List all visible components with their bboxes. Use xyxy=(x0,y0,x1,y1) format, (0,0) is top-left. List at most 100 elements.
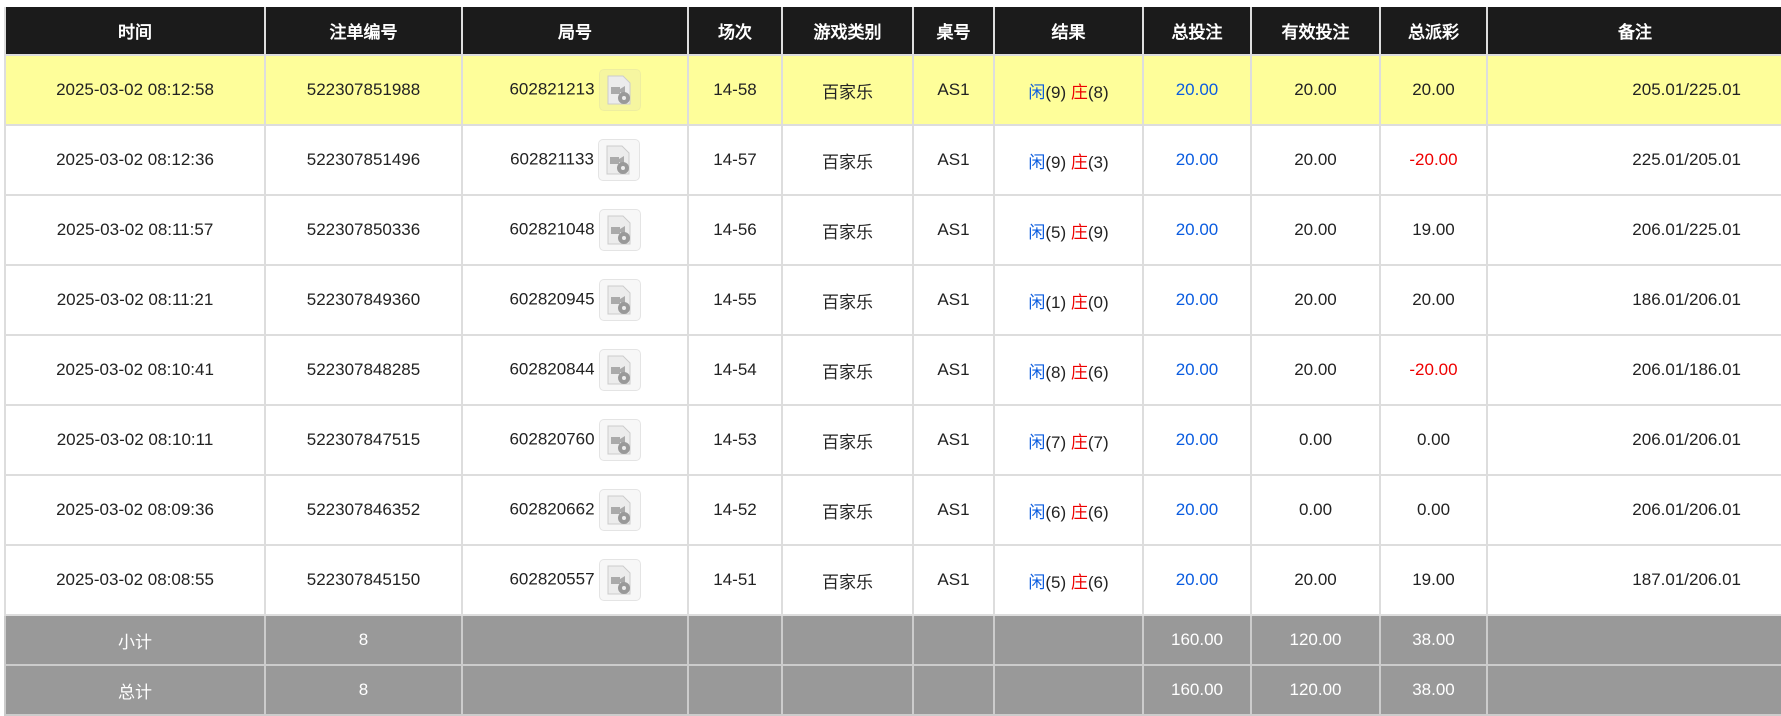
table-row[interactable]: 2025-03-02 08:09:36 522307846352 6028206… xyxy=(4,474,1781,546)
cell-payout: 0.00 xyxy=(1379,474,1488,546)
cell-session: 14-51 xyxy=(687,544,783,616)
table-row[interactable]: 2025-03-02 08:11:21 522307849360 6028209… xyxy=(4,264,1781,336)
video-replay-icon[interactable] xyxy=(597,139,640,181)
cell-time: 2025-03-02 08:12:58 xyxy=(4,54,266,126)
grandtotal-total-bet: 160.00 xyxy=(1142,664,1252,716)
cell-table-no: AS1 xyxy=(912,474,995,546)
video-replay-icon[interactable] xyxy=(598,69,641,111)
cell-total-bet: 20.00 xyxy=(1142,544,1252,616)
player-score: (6) xyxy=(1045,502,1067,522)
video-replay-icon[interactable] xyxy=(598,279,641,321)
cell-payout: -20.00 xyxy=(1379,124,1488,196)
cell-session: 14-53 xyxy=(687,404,783,476)
cell-session: 14-55 xyxy=(687,264,783,336)
player-score: (5) xyxy=(1045,572,1067,592)
cell-bet-id: 522307851988 xyxy=(264,54,463,126)
banker-score: (0) xyxy=(1087,292,1109,312)
cell-time: 2025-03-02 08:08:55 xyxy=(4,544,266,616)
header-valid-bet: 有效投注 xyxy=(1250,7,1380,55)
video-replay-icon[interactable] xyxy=(598,419,641,461)
cell-game-type: 百家乐 xyxy=(781,124,914,196)
cell-valid-bet: 20.00 xyxy=(1250,264,1381,336)
cell-valid-bet: 0.00 xyxy=(1250,404,1381,476)
cell-result: 闲(5) 庄(6) xyxy=(993,544,1144,616)
cell-remark: 205.01/225.01 xyxy=(1486,54,1781,126)
banker-label: 庄 xyxy=(1070,432,1088,452)
cell-result: 闲(7) 庄(7) xyxy=(993,404,1144,476)
cell-payout: 19.00 xyxy=(1379,544,1488,616)
cell-payout: 20.00 xyxy=(1379,54,1488,126)
cell-game-type: 百家乐 xyxy=(781,544,914,616)
cell-time: 2025-03-02 08:10:11 xyxy=(4,404,266,476)
cell-round: 602820945 xyxy=(461,264,689,336)
banker-score: (3) xyxy=(1087,152,1109,172)
table-row[interactable]: 2025-03-02 08:10:41 522307848285 6028208… xyxy=(4,334,1781,406)
player-score: (9) xyxy=(1045,82,1067,102)
table-row[interactable]: 2025-03-02 08:08:55 522307845150 6028205… xyxy=(4,544,1781,616)
banker-label: 庄 xyxy=(1070,572,1088,592)
cell-table-no: AS1 xyxy=(912,194,995,266)
cell-payout: 0.00 xyxy=(1379,404,1488,476)
grandtotal-payout: 38.00 xyxy=(1379,664,1488,716)
banker-label: 庄 xyxy=(1070,152,1088,172)
cell-payout: -20.00 xyxy=(1379,334,1488,406)
table-row[interactable]: 2025-03-02 08:10:11 522307847515 6028207… xyxy=(4,404,1781,476)
video-replay-icon[interactable] xyxy=(598,489,641,531)
player-score: (9) xyxy=(1045,152,1067,172)
subtotal-valid-bet: 120.00 xyxy=(1250,614,1381,666)
cell-valid-bet: 20.00 xyxy=(1250,194,1381,266)
cell-round: 602821213 xyxy=(461,54,689,126)
table-header: 时间 注单编号 局号 场次 游戏类别 桌号 结果 总投注 有效投注 总派彩 备注 xyxy=(4,7,1781,55)
cell-valid-bet: 20.00 xyxy=(1250,124,1381,196)
cell-time: 2025-03-02 08:09:36 xyxy=(4,474,266,546)
cell-valid-bet: 20.00 xyxy=(1250,334,1381,406)
cell-total-bet: 20.00 xyxy=(1142,54,1252,126)
cell-total-bet: 20.00 xyxy=(1142,264,1252,336)
player-score: (1) xyxy=(1045,292,1067,312)
round-number: 602820557 xyxy=(509,569,595,589)
player-label: 闲 xyxy=(1028,502,1046,522)
header-total-bet: 总投注 xyxy=(1142,7,1251,55)
banker-label: 庄 xyxy=(1070,362,1088,382)
cell-total-bet: 20.00 xyxy=(1142,194,1252,266)
banker-label: 庄 xyxy=(1070,82,1088,102)
cell-time: 2025-03-02 08:11:57 xyxy=(4,194,266,266)
banker-score: (7) xyxy=(1087,432,1109,452)
cell-round: 602820662 xyxy=(461,474,689,546)
round-number: 602821048 xyxy=(509,219,595,239)
subtotal-row: 小计 8 160.00 120.00 38.00 xyxy=(4,614,1781,666)
round-number: 602821213 xyxy=(509,79,595,99)
video-replay-icon[interactable] xyxy=(598,559,641,601)
video-replay-icon[interactable] xyxy=(598,349,641,391)
grandtotal-label: 总计 xyxy=(4,664,266,716)
banker-score: (6) xyxy=(1087,362,1109,382)
cell-payout: 19.00 xyxy=(1379,194,1488,266)
cell-game-type: 百家乐 xyxy=(781,54,914,126)
cell-result: 闲(9) 庄(3) xyxy=(993,124,1144,196)
cell-total-bet: 20.00 xyxy=(1142,124,1252,196)
table-row[interactable]: 2025-03-02 08:12:36 522307851496 6028211… xyxy=(4,124,1781,196)
cell-total-bet: 20.00 xyxy=(1142,334,1252,406)
cell-round: 602820844 xyxy=(461,334,689,406)
subtotal-total-bet: 160.00 xyxy=(1142,614,1252,666)
round-number: 602820760 xyxy=(509,429,595,449)
table-row[interactable]: 2025-03-02 08:12:58 522307851988 6028212… xyxy=(4,54,1781,126)
cell-bet-id: 522307848285 xyxy=(264,334,463,406)
round-number: 602820945 xyxy=(509,289,595,309)
video-replay-icon[interactable] xyxy=(598,209,641,251)
cell-result: 闲(5) 庄(9) xyxy=(993,194,1144,266)
cell-bet-id: 522307846352 xyxy=(264,474,463,546)
cell-game-type: 百家乐 xyxy=(781,404,914,476)
cell-result: 闲(1) 庄(0) xyxy=(993,264,1144,336)
table-row[interactable]: 2025-03-02 08:11:57 522307850336 6028210… xyxy=(4,194,1781,266)
cell-game-type: 百家乐 xyxy=(781,264,914,336)
header-game-type: 游戏类别 xyxy=(781,7,913,55)
cell-table-no: AS1 xyxy=(912,334,995,406)
cell-bet-id: 522307847515 xyxy=(264,404,463,476)
cell-payout: 20.00 xyxy=(1379,264,1488,336)
cell-session: 14-56 xyxy=(687,194,783,266)
cell-remark: 206.01/225.01 xyxy=(1486,194,1781,266)
cell-time: 2025-03-02 08:10:41 xyxy=(4,334,266,406)
cell-table-no: AS1 xyxy=(912,544,995,616)
cell-remark: 206.01/206.01 xyxy=(1486,404,1781,476)
